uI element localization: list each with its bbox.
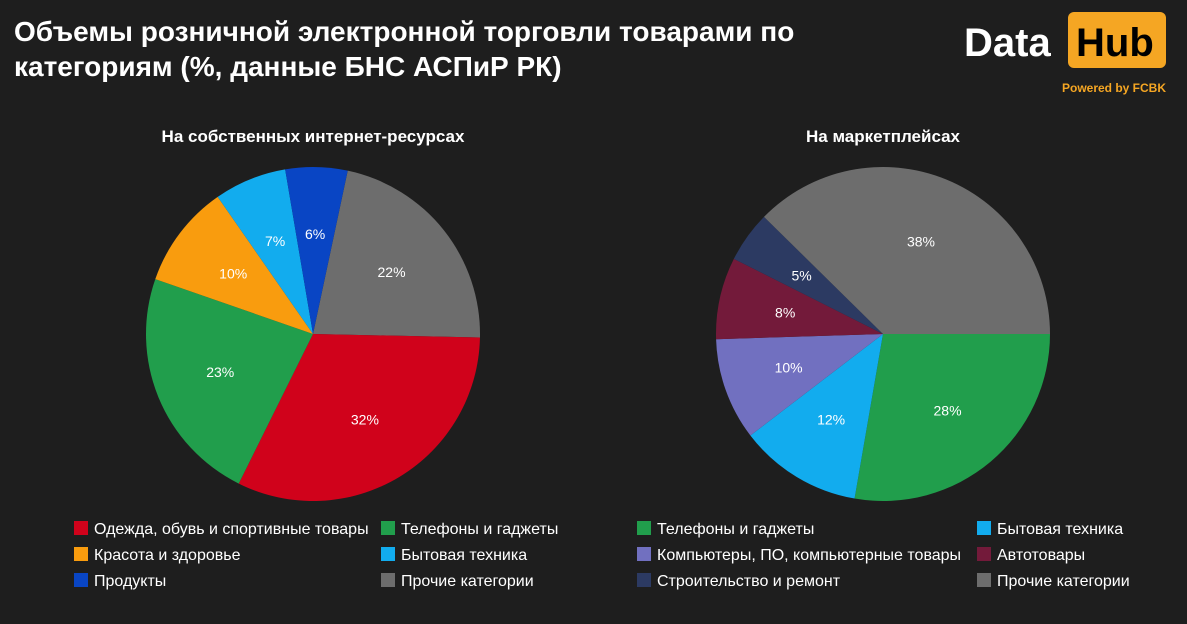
slice-value-label: 10% [219,265,247,281]
legend-swatch [637,546,651,561]
slice-value-label: 23% [206,364,234,380]
slice-value-label: 22% [378,264,406,280]
legend-label: Строительство и ремонт [657,573,841,590]
legend-label: Компьютеры, ПО, компьютерные товары [657,547,962,564]
pie-slice [716,258,883,340]
pie-slice [854,334,1051,502]
chart-title-own-resources: На собственных интернет-ресурсах [161,127,465,146]
legend-label: Одежда, обувь и спортивные товары [94,521,369,538]
slice-value-label: 6% [305,226,325,242]
legend-item: Продукты [74,572,166,592]
chart-title-marketplaces: На маркетплейсах [805,127,961,146]
logo-hub-box [1068,12,1166,68]
legend-label: Продукты [94,573,167,590]
legend-item: Телефоны и гаджеты [381,520,558,540]
pie-slice [313,170,481,338]
legend-item: Бытовая техника [381,546,527,566]
legend-label: Прочие категории [401,573,534,590]
logo-subtitle: Powered by FCBK [1061,81,1166,95]
legend-label: Бытовая техника [401,547,528,564]
legend-swatch [381,546,395,561]
legend-item: Телефоны и гаджеты [637,520,814,540]
legend-label: Телефоны и гаджеты [401,521,559,538]
datahub-logo: Data Hub Powered by FCBK [962,11,1168,95]
legend-label: Прочие категории [997,573,1130,590]
legend-swatch [74,546,88,561]
slice-value-label: 38% [907,233,935,249]
legend-item: Прочие категории [381,572,534,592]
legend-label: Автотовары [997,547,1086,564]
legend-swatch [381,572,395,587]
slice-value-label: 5% [791,268,811,284]
legend-swatch [977,572,991,587]
pie-slice [238,334,480,501]
slice-value-label: 8% [775,304,795,320]
pie-slice [733,216,883,334]
legend-label: Бытовая техника [997,521,1124,538]
legend-swatch [977,520,991,535]
legend-item: Бытовая техника [977,520,1123,540]
legend-swatch [637,572,651,587]
legend-swatch [74,520,88,535]
legend-item: Прочие категории [977,572,1130,592]
logo-data-text: Data [964,21,1051,65]
pie-slice [145,279,313,484]
pie-slice [155,196,313,334]
pie-slice [285,167,348,334]
pie-slice [716,334,883,436]
legend-item: Красота и здоровье [74,546,240,566]
legend-label: Телефоны и гаджеты [657,521,815,538]
legend-item: Одежда, обувь и спортивные товары [74,520,369,540]
slice-value-label: 32% [351,412,379,428]
pie-slice [750,334,883,499]
slice-value-label: 7% [265,233,285,249]
slice-value-label: 28% [934,403,962,419]
legend-item: Компьютеры, ПО, компьютерные товары [637,546,961,566]
slice-value-label: 12% [817,412,845,428]
legend-item: Автотовары [977,546,1085,566]
page-title: Объемы розничной электронной торговли то… [14,16,795,82]
legend-swatch [381,520,395,535]
pie-slice [763,167,1050,334]
pie-slice [217,169,313,334]
legend-item: Строительство и ремонт [637,572,840,592]
legend-swatch [977,546,991,561]
legend-swatch [74,572,88,587]
legend-label: Красота и здоровье [94,547,241,564]
logo-hub-text: Hub [1076,21,1154,65]
slice-value-label: 10% [775,360,803,376]
legend-swatch [637,520,651,535]
